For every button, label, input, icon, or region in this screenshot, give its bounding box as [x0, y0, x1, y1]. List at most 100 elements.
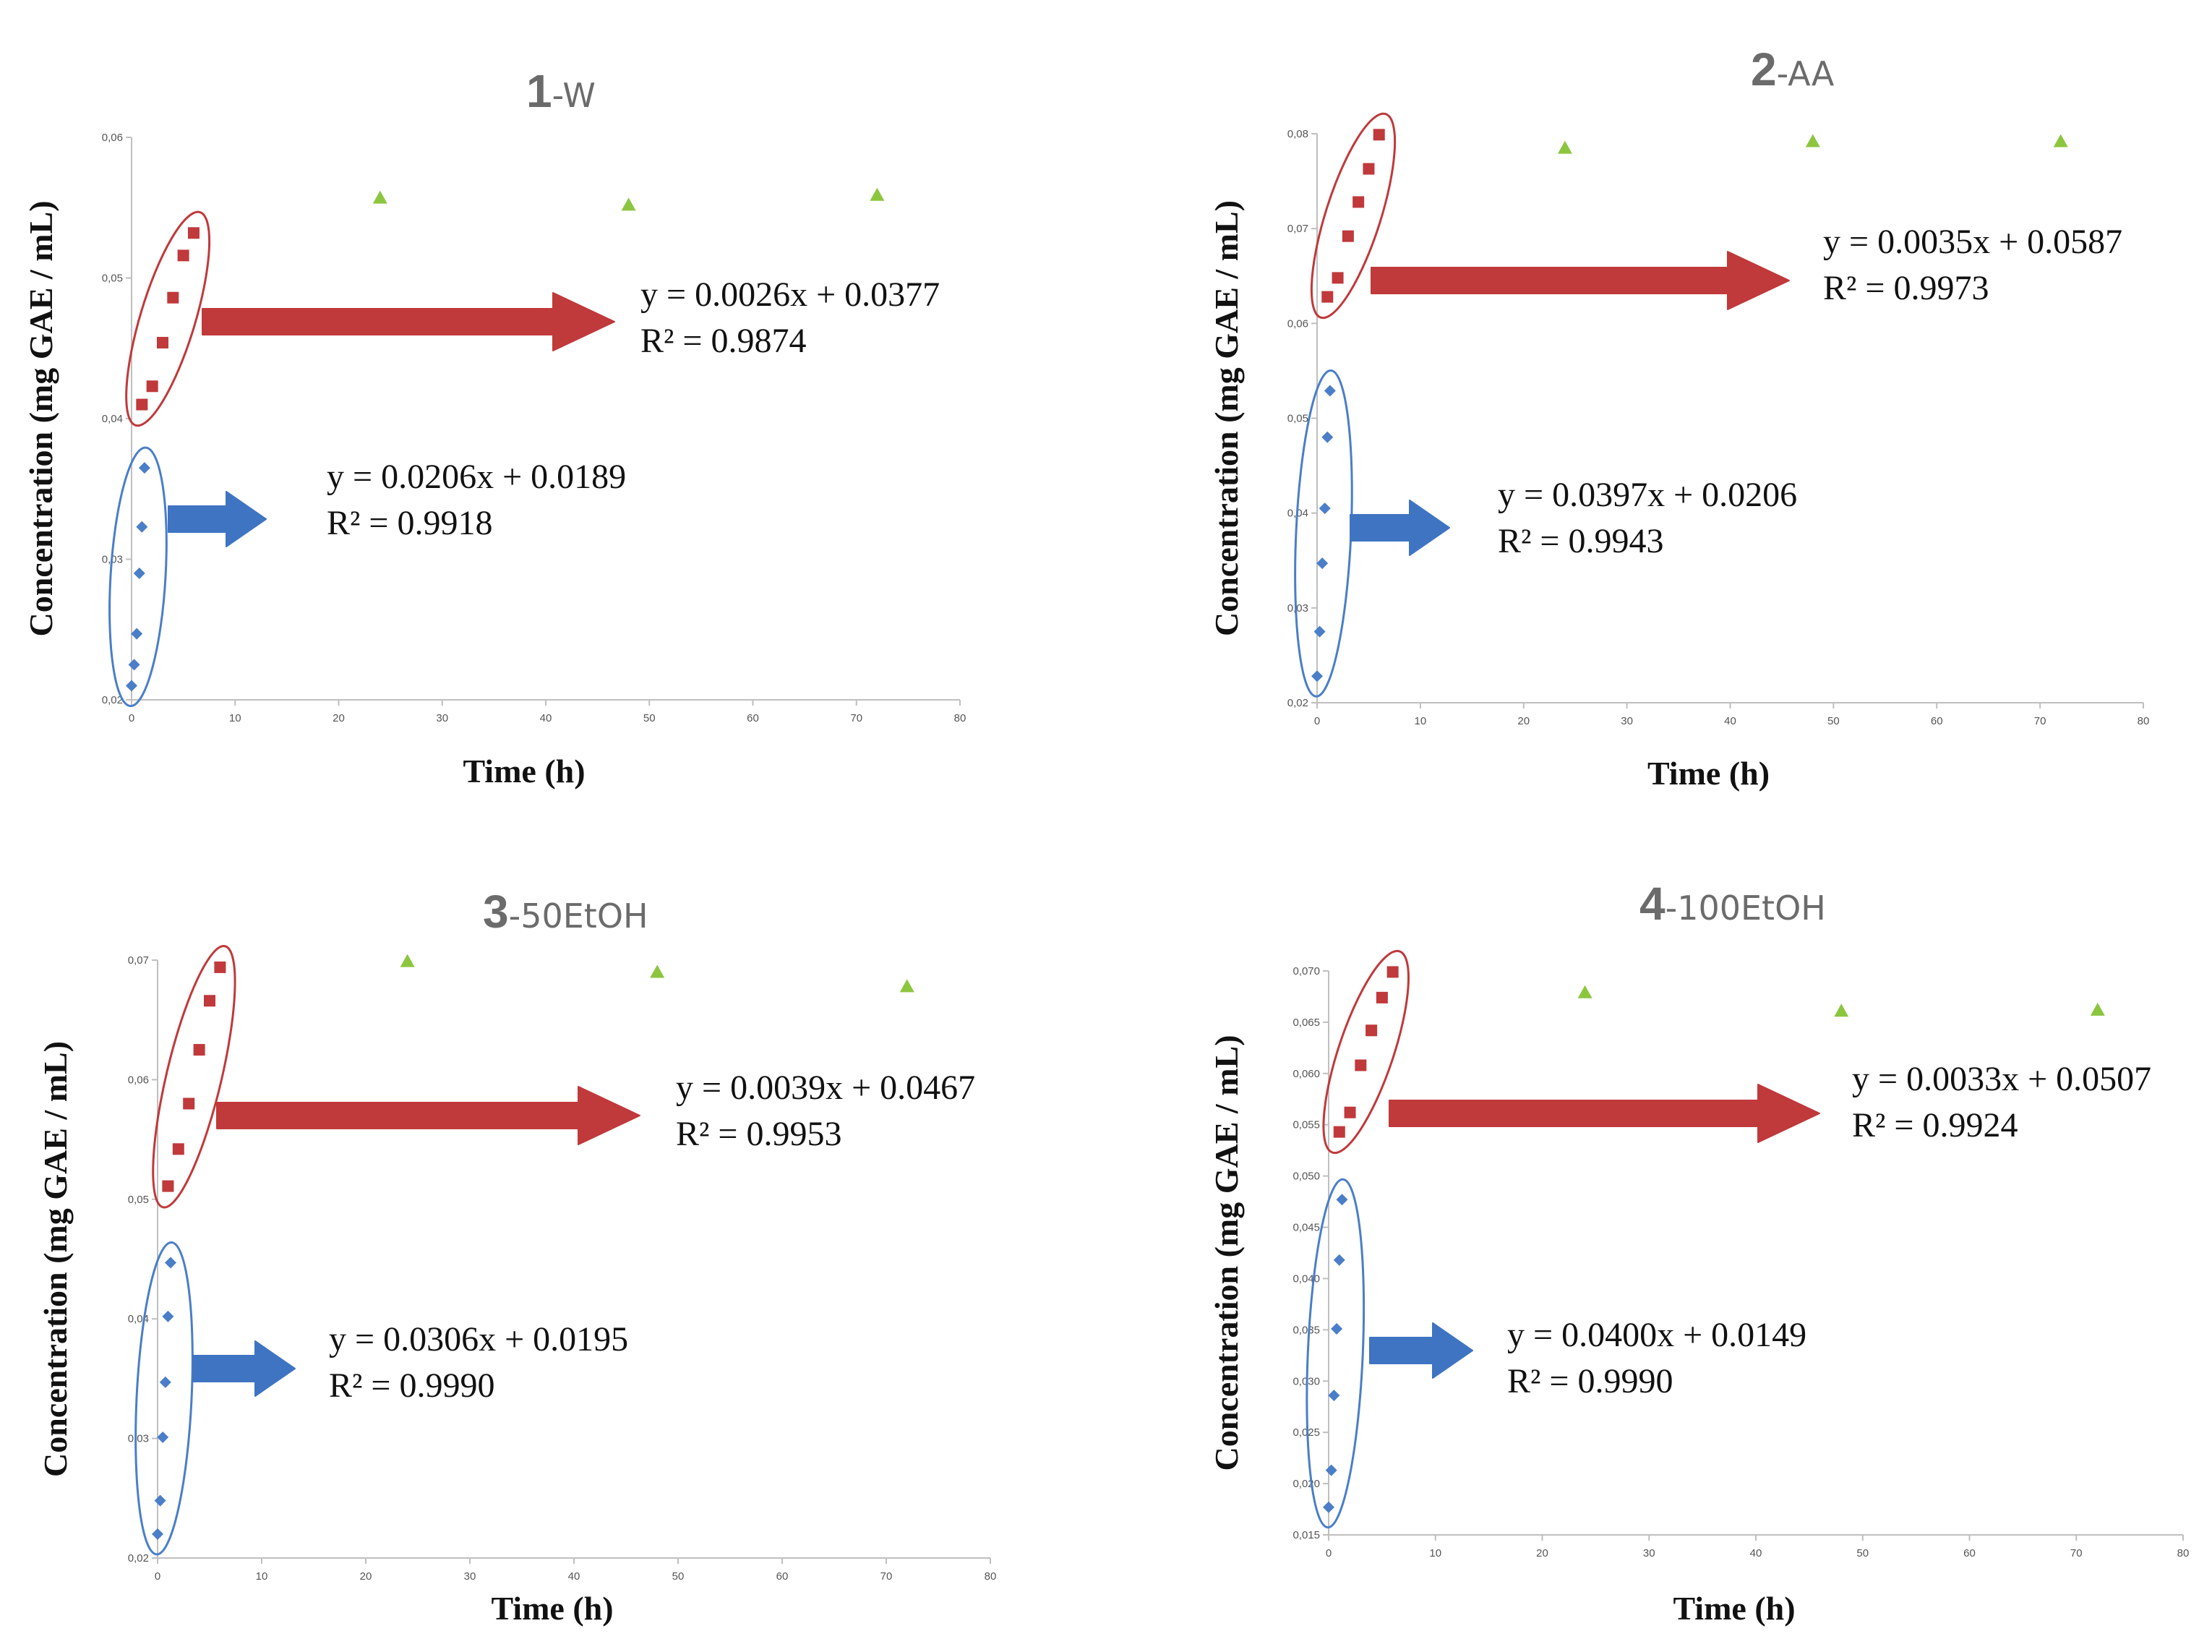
fast-phase-point — [1323, 1501, 1334, 1513]
x-tick-label: 80 — [2177, 1547, 2190, 1559]
slow-phase-ellipse — [1310, 112, 1397, 320]
y-tick-label: 0,045 — [1293, 1222, 1320, 1234]
slow-phase-point — [1353, 196, 1365, 208]
fast-phase-point — [1316, 557, 1329, 570]
fast-phase-equation: y = 0.0397x + 0.0206 — [1498, 476, 1797, 514]
slow-phase-point — [167, 291, 179, 304]
x-tick-label: 30 — [1643, 1547, 1655, 1559]
plateau-point — [1834, 1003, 1849, 1017]
slow-phase-equation: y = 0.0039x + 0.0467 — [676, 1069, 975, 1107]
x-tick-label: 60 — [747, 712, 759, 724]
y-tick-label: 0,06 — [128, 1074, 149, 1086]
chart-panel-2: 2-AA0 10 20 30 40 50 60 70 800,020,030,040,050,0… — [1208, 43, 2149, 792]
fast-phase-r2: R² = 0.9943 — [1498, 522, 1663, 560]
fast-phase-point — [1333, 1254, 1345, 1266]
y-tick-label: 0,070 — [1293, 965, 1320, 977]
fast-phase-point — [1313, 625, 1326, 638]
slow-phase-point — [172, 1143, 184, 1155]
x-tick-label: 40 — [1724, 715, 1736, 727]
x-tick-label: 0 — [1326, 1547, 1332, 1559]
fast-phase-ellipse — [1306, 1178, 1366, 1529]
y-tick-label: 0,07 — [1287, 223, 1308, 235]
slow-phase-point — [1363, 163, 1375, 175]
slow-phase-arrow — [216, 1086, 640, 1145]
slow-phase-point — [1373, 129, 1385, 141]
slow-phase-point — [1376, 991, 1388, 1003]
slow-phase-point — [1333, 1126, 1345, 1138]
slow-phase-arrow — [1371, 251, 1790, 310]
slow-phase-equation: y = 0.0026x + 0.0377 — [640, 275, 940, 314]
x-tick-label: 50 — [1856, 1547, 1869, 1559]
y-axis-title: Concentration (mg GAE / mL) — [1208, 200, 1245, 636]
chart-title-suffix: -W — [552, 76, 596, 115]
fast-phase-point — [1321, 431, 1334, 443]
y-axis-title: Concentration (mg GAE / mL) — [37, 1041, 74, 1477]
fast-phase-equation: y = 0.0306x + 0.0195 — [329, 1320, 628, 1358]
plateau-point — [372, 190, 387, 204]
fast-phase-point — [1319, 502, 1331, 515]
chart-title-number: 4 — [1639, 878, 1666, 930]
fast-phase-point — [136, 521, 148, 533]
y-tick-label: 0,03 — [128, 1433, 149, 1445]
chart-title: 4-100EtOH — [1639, 878, 1826, 930]
fast-phase-point — [154, 1494, 166, 1507]
slow-phase-arrow — [1389, 1084, 1820, 1143]
x-tick-label: 80 — [985, 1570, 997, 1583]
x-tick-label: 30 — [464, 1570, 476, 1583]
x-tick-label: 30 — [436, 712, 448, 724]
slow-phase-r2: R² = 0.9973 — [1823, 269, 1989, 307]
x-tick-label: 20 — [333, 712, 345, 724]
slow-phase-point — [1321, 291, 1334, 303]
chart-title-number: 3 — [483, 886, 509, 938]
chart-title-number: 1 — [526, 65, 552, 117]
plateau-point — [1577, 985, 1592, 998]
x-tick-label: 0 — [155, 1570, 160, 1583]
x-axis-title: Time (h) — [1647, 755, 1770, 792]
y-tick-label: 0,06 — [102, 132, 123, 144]
x-tick-label: 10 — [1415, 715, 1427, 727]
slow-phase-ellipse — [1322, 949, 1410, 1155]
slow-phase-point — [146, 380, 158, 393]
y-axis-title: Concentration (mg GAE / mL) — [1208, 1035, 1245, 1471]
fast-phase-point — [126, 680, 137, 692]
x-tick-label: 30 — [1621, 715, 1633, 727]
y-tick-label: 0,020 — [1293, 1478, 1320, 1490]
slow-phase-equation: y = 0.0035x + 0.0587 — [1823, 223, 2122, 261]
chart-title-suffix: -50EtOH — [509, 896, 648, 936]
fast-phase-r2: R² = 0.9990 — [329, 1366, 494, 1405]
y-tick-label: 0,065 — [1293, 1017, 1320, 1029]
x-tick-label: 10 — [1429, 1547, 1441, 1559]
y-tick-label: 0,05 — [128, 1194, 149, 1206]
fast-phase-point — [1325, 1464, 1337, 1476]
x-tick-label: 20 — [360, 1570, 372, 1583]
plateau-point — [1805, 134, 1820, 147]
plateau-point — [621, 197, 636, 211]
plateau-point — [2053, 134, 2068, 147]
fast-phase-ellipse — [134, 1241, 194, 1556]
chart-title-suffix: -AA — [1777, 54, 1835, 93]
slow-phase-point — [177, 249, 189, 262]
fast-phase-point — [162, 1310, 174, 1322]
x-axis-title: Time (h) — [1673, 1590, 1795, 1627]
x-tick-label: 60 — [1931, 715, 1943, 727]
slow-phase-point — [156, 336, 168, 348]
plateau-point — [870, 187, 885, 201]
x-tick-label: 50 — [1827, 715, 1840, 727]
x-tick-label: 20 — [1517, 715, 1530, 727]
fast-phase-equation: y = 0.0206x + 0.0189 — [327, 458, 626, 496]
x-tick-label: 10 — [256, 1570, 268, 1583]
chart-title-number: 2 — [1751, 43, 1777, 95]
slow-phase-point — [183, 1097, 195, 1110]
y-axis-title: Concentration (mg GAE / mL) — [22, 200, 59, 636]
x-tick-label: 80 — [954, 712, 966, 724]
chart-title: 2-AA — [1751, 43, 1835, 95]
fast-phase-point — [1336, 1194, 1348, 1206]
slow-phase-point — [136, 398, 148, 411]
x-tick-label: 70 — [2034, 715, 2046, 727]
slow-phase-point — [1332, 272, 1344, 284]
fast-phase-r2: R² = 0.9990 — [1507, 1362, 1673, 1400]
chart-title: 1-W — [526, 65, 596, 117]
slow-phase-r2: R² = 0.9874 — [640, 322, 806, 360]
